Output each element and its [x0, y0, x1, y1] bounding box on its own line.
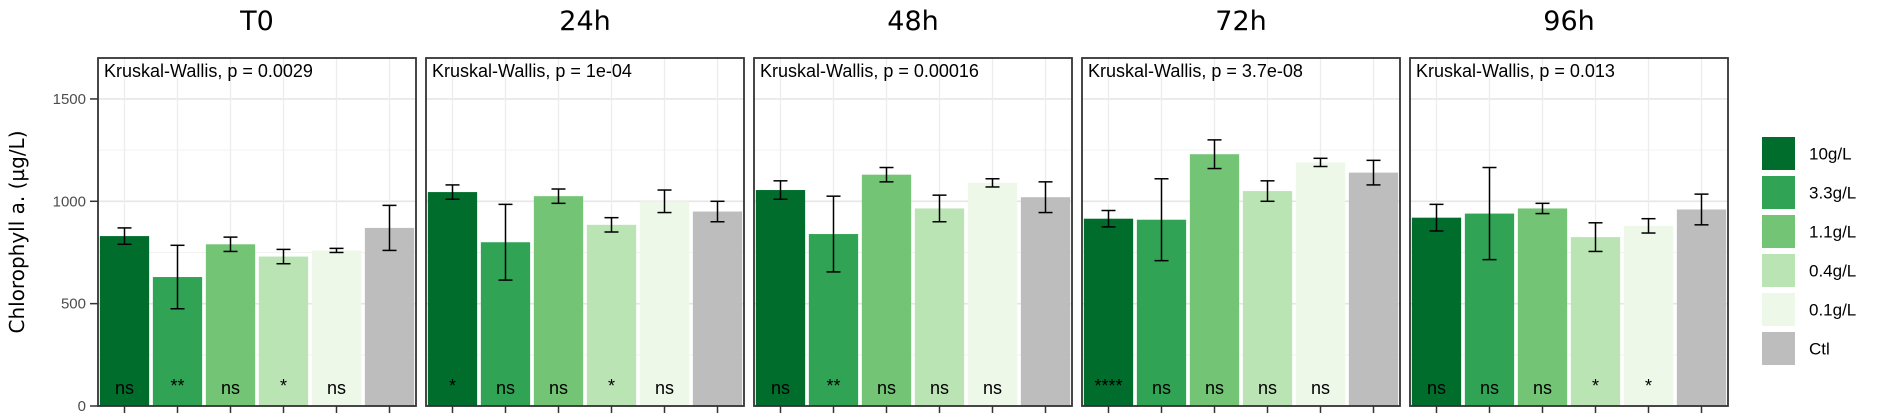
significance-label: ns: [1311, 378, 1330, 398]
legend-label: 10g/L: [1809, 145, 1852, 164]
legend-key: [1762, 293, 1795, 326]
y-tick-label: 500: [61, 296, 86, 313]
significance-label: ns: [771, 378, 790, 398]
significance-label: *: [608, 376, 615, 396]
y-tick-label: 1000: [53, 193, 86, 210]
significance-label: *: [1592, 376, 1599, 396]
facet-title: 48h: [887, 6, 938, 37]
significance-label: *: [280, 376, 287, 396]
facet-panel-border: [1409, 57, 1729, 407]
significance-label: ns: [496, 378, 515, 398]
facet-title: 72h: [1215, 6, 1266, 37]
test-label: Kruskal-Wallis, p = 1e-04: [432, 61, 632, 81]
legend-label: Ctl: [1809, 340, 1830, 359]
legend-key: [1762, 332, 1795, 365]
significance-label: ns: [1205, 378, 1224, 398]
facet-panel-border: [753, 57, 1073, 407]
bar-01gl: [639, 201, 690, 406]
facet-panel-border: [425, 57, 745, 407]
bar-04gl: [1570, 237, 1621, 406]
significance-label: ns: [1427, 378, 1446, 398]
significance-label: ns: [549, 378, 568, 398]
bar-ctl: [364, 227, 415, 406]
legend-label: 0.1g/L: [1809, 301, 1856, 320]
significance-label: ns: [1480, 378, 1499, 398]
significance-label: **: [170, 376, 184, 396]
test-label: Kruskal-Wallis, p = 0.013: [1416, 61, 1615, 81]
bar-01gl: [1623, 225, 1674, 406]
y-tick-label: 1500: [53, 91, 86, 108]
y-tick-label: 0: [78, 398, 86, 415]
significance-label: ns: [115, 378, 134, 398]
significance-label: ns: [930, 378, 949, 398]
significance-label: ****: [1094, 376, 1122, 396]
bar-11gl: [1517, 208, 1568, 406]
facet-title: 24h: [559, 6, 610, 37]
bar-11gl: [533, 196, 584, 406]
bar-04gl: [586, 224, 637, 406]
bar-04gl: [1242, 191, 1293, 406]
facet-panel-border: [1081, 57, 1401, 407]
significance-label: **: [826, 376, 840, 396]
significance-label: *: [449, 376, 456, 396]
legend-key: [1762, 215, 1795, 248]
bar-11gl: [205, 244, 256, 406]
facet-title: T0: [239, 6, 274, 37]
significance-label: ns: [1258, 378, 1277, 398]
legend-key: [1762, 137, 1795, 170]
facet-title: 96h: [1543, 6, 1594, 37]
bar-04gl: [258, 256, 309, 406]
bar-11gl: [1189, 154, 1240, 406]
significance-label: ns: [1533, 378, 1552, 398]
bar-01gl: [311, 250, 362, 406]
bar-01gl: [967, 182, 1018, 406]
bar-ctl: [1020, 197, 1071, 406]
bar-ctl: [1348, 172, 1399, 406]
legend-key: [1762, 254, 1795, 287]
bar-ctl: [692, 211, 743, 406]
legend-label: 0.4g/L: [1809, 262, 1856, 281]
test-label: Kruskal-Wallis, p = 0.0029: [104, 61, 313, 81]
bar-01gl: [1295, 162, 1346, 406]
facet-panel-border: [97, 57, 417, 407]
bar-10gl: [99, 236, 150, 406]
bar-10gl: [755, 190, 806, 406]
test-label: Kruskal-Wallis, p = 3.7e-08: [1088, 61, 1303, 81]
significance-label: ns: [655, 378, 674, 398]
bar-ctl: [1676, 209, 1727, 406]
bar-10gl: [1411, 217, 1462, 406]
test-label: Kruskal-Wallis, p = 0.00016: [760, 61, 979, 81]
bar-11gl: [861, 174, 912, 406]
significance-label: ns: [983, 378, 1002, 398]
legend-label: 1.1g/L: [1809, 223, 1856, 242]
bar-04gl: [914, 208, 965, 406]
bar-10gl: [1083, 218, 1134, 406]
bar-10gl: [427, 192, 478, 406]
significance-label: ns: [327, 378, 346, 398]
significance-label: ns: [221, 378, 240, 398]
y-axis-title: Chlorophyll a. (µg/L): [5, 130, 29, 333]
legend-label: 3.3g/L: [1809, 184, 1856, 203]
significance-label: ns: [877, 378, 896, 398]
significance-label: ns: [1152, 378, 1171, 398]
legend-key: [1762, 176, 1795, 209]
significance-label: *: [1645, 376, 1652, 396]
